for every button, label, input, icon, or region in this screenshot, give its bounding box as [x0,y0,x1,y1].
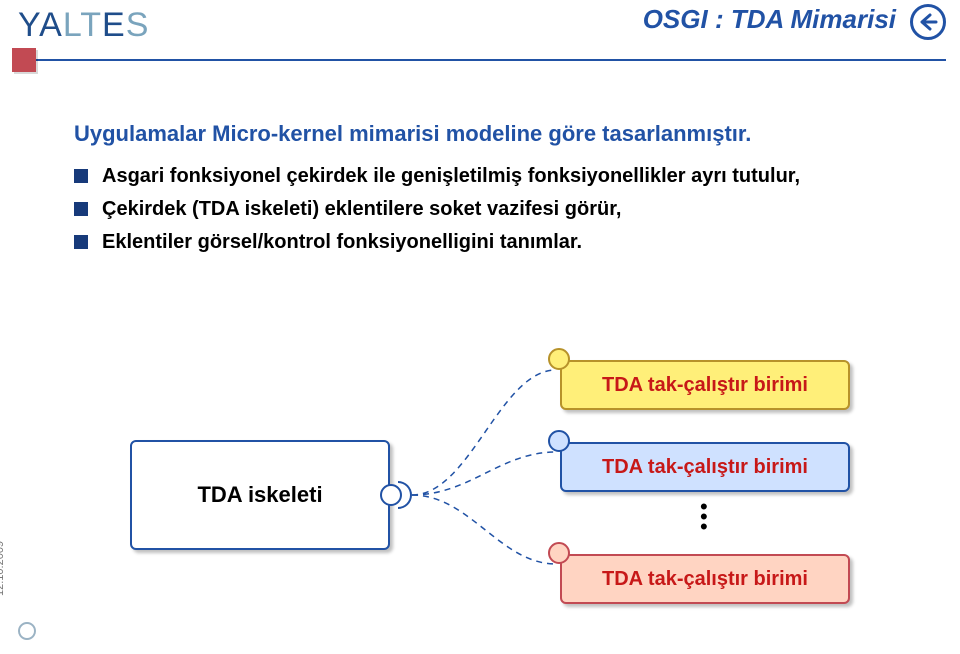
plugin-1-port [548,348,570,370]
bullet-item: Çekirdek (TDA iskeleti) eklentilere soke… [74,196,900,223]
ellipsis-icon: ••• [700,502,708,532]
plugin-2-port [548,430,570,452]
footer-dot-icon [18,622,36,640]
node-label: TDA tak-çalıştır birimi [602,374,808,397]
node-label: TDA iskeleti [197,482,322,508]
node-plugin-1: TDA tak-çalıştır birimi [560,360,850,410]
logo: YALTES [18,6,149,45]
bullet-item: Eklentiler görsel/kontrol fonksiyonellig… [74,229,900,256]
skeleton-port [380,484,402,506]
bullet-item: Asgari fonksiyonel çekirdek ile genişlet… [74,163,900,190]
plugin-3-port [548,542,570,564]
node-label: TDA tak-çalıştır birimi [602,568,808,591]
back-button[interactable] [910,4,946,40]
slide-header: YALTES OSGI : TDA Mimarisi [0,0,960,72]
lead-paragraph: Uygulamalar Micro-kernel mimarisi modeli… [74,120,900,149]
content-area: Uygulamalar Micro-kernel mimarisi modeli… [0,72,960,256]
node-label: TDA tak-çalıştır birimi [602,456,808,479]
footer-date: 12.10.2009 [0,541,6,596]
node-tda-skeleton: TDA iskeleti [130,440,390,550]
header-rule-line [30,59,946,61]
back-arrow-icon [918,12,938,32]
bullet-list: Asgari fonksiyonel çekirdek ile genişlet… [74,163,900,256]
page-title: OSGI : TDA Mimarisi [643,4,896,35]
architecture-diagram: TDA iskeleti TDA tak-çalıştır birimi TDA… [0,350,960,650]
node-plugin-3: TDA tak-çalıştır birimi [560,554,850,604]
node-plugin-2: TDA tak-çalıştır birimi [560,442,850,492]
header-accent-square [12,48,36,72]
